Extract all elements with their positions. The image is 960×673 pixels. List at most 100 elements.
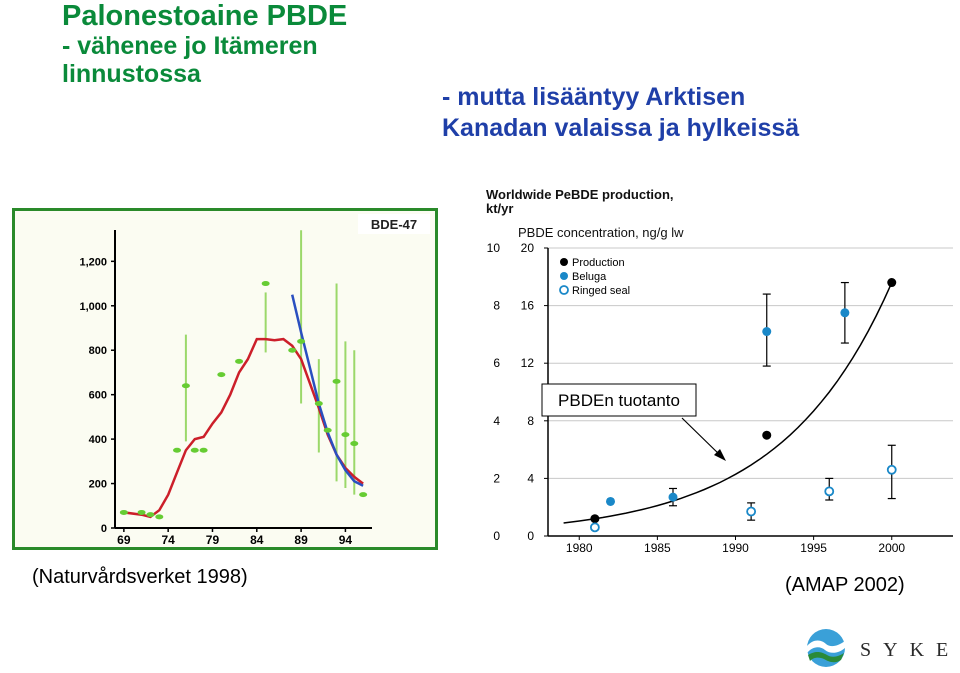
annotation-arrowhead [714,449,726,461]
green-point [173,447,182,453]
green-point [146,512,155,518]
source-right: (AMAP 2002) [785,574,905,596]
x-tick-label: 2000 [878,541,905,555]
y-right-tick-label: 16 [521,299,535,313]
green-point [119,509,128,515]
ringed-seal-point [824,486,835,497]
legend-label: Production [572,257,625,269]
title-box [358,214,430,234]
error-bars [184,230,356,495]
legend-label: Ringed seal [572,285,630,297]
y-tick-label: 200 [89,479,107,491]
left-headline-line2: - vähenee jo Itämeren [62,32,318,61]
chart-title-unit: kt/yr [486,201,513,216]
chart-frame [12,208,438,550]
ringed-seal-point [589,522,600,533]
y-left-tick-label: 0 [493,529,500,543]
y-right-tick-label: 12 [521,356,535,370]
green-point [297,338,306,344]
syke-logo: SYKE [807,629,950,667]
green-point [155,514,164,520]
legend: Production Beluga Ringed seal [559,257,630,297]
x-tick-label: 1990 [722,541,749,555]
x-tick-label: 84 [250,533,264,547]
green-point [235,358,244,364]
beluga-point [606,496,615,506]
right-headline: - mutta lisääntyy Arktisen Kanadan valai… [442,82,799,145]
production-point [762,430,772,440]
y-right-tick-label: 0 [527,529,534,543]
chart-background [468,182,958,562]
y-left-tick-label: 2 [493,471,500,485]
data-points [589,278,897,533]
y-left-tick-label: 4 [493,414,500,428]
syke-logo-text: SYKE [860,639,950,661]
green-point [341,432,350,438]
annotation-box [541,383,697,417]
beluga-point [840,308,850,318]
x-tick-label: 74 [161,533,175,547]
production-point [590,514,600,524]
y-tick-label: 1,000 [79,301,107,313]
green-point [217,372,226,378]
x-tick-label: 1985 [644,541,671,555]
green-point [199,447,208,453]
legend-marker [560,258,568,266]
production-trend-curve [563,282,893,524]
ringed-seal-point [746,506,757,517]
x-tick-label: 79 [206,533,220,547]
ringed-seal-point [886,464,897,475]
green-point [190,447,199,453]
green-point [314,401,323,407]
chart-title: BDE-47 [371,217,417,232]
y-tick-label: 0 [101,523,107,535]
beluga-point [668,492,678,502]
left-headline: Palonestoaine PBDE - vähenee jo Itämeren… [62,0,347,88]
annotation-arrow [681,417,724,459]
y-right-tick-label: 20 [521,241,535,255]
x-tick-label: 1995 [800,541,827,555]
y-tick-label: 600 [89,390,107,402]
green-point [137,509,146,515]
y-tick-label: 400 [89,434,107,446]
legend-label: Beluga [572,271,607,283]
y-right-tick-label: 8 [527,414,534,428]
annotation-label: PBDEn tuotanto [558,391,680,410]
x-tick-label: 94 [339,533,353,547]
axes: 0 0 2 4 4 8 6 12 8 16 10 20 1980 1985 1990 1995 2000 [487,241,953,555]
left-headline-line3: linnustossa [62,60,201,89]
axes: 0 200 400 600 800 1,000 1,200 69 74 79 84 89 94 [79,230,372,547]
syke-logo-icon [807,629,845,667]
chart-subtitle: PBDE concentration, ng/g lw [518,225,684,240]
x-tick-label: 1980 [566,541,593,555]
green-point [323,427,332,433]
green-point [181,383,190,389]
beluga-point [762,327,772,337]
y-left-tick-label: 8 [493,299,500,313]
gridlines [548,247,953,479]
source-left: (Naturvårdsverket 1998) [32,566,248,588]
x-tick-label: 89 [294,533,308,547]
trend-curve [563,282,893,524]
bde47-chart: BDE-47 0 200 400 600 800 1,000 1,200 69 74 79 84 89… [12,208,438,550]
y-left-tick-label: 10 [487,241,501,255]
green-point [350,441,359,447]
left-headline-line1: Palonestoaine PBDE [62,0,348,32]
x-tick-label: 69 [117,533,131,547]
production-point [887,278,897,288]
pbde-production-chart: Worldwide PeBDE production, kt/yr PBDE c… [468,182,958,562]
y-tick-label: 800 [89,345,107,357]
y-left-tick-label: 6 [493,356,500,370]
chart-title: Worldwide PeBDE production, [486,187,674,202]
y-tick-label: 1,200 [79,256,107,268]
legend-marker [559,285,569,295]
green-point [359,492,368,498]
y-right-tick-label: 4 [527,471,534,485]
right-headline-line1: - mutta lisääntyy Arktisen [442,83,746,111]
green-point [288,347,297,353]
green-point [332,378,341,384]
green-points [119,281,368,520]
right-headline-line2: Kanadan valaissa ja hylkeissä [442,114,800,143]
legend-marker [560,272,568,280]
green-point [261,281,270,287]
